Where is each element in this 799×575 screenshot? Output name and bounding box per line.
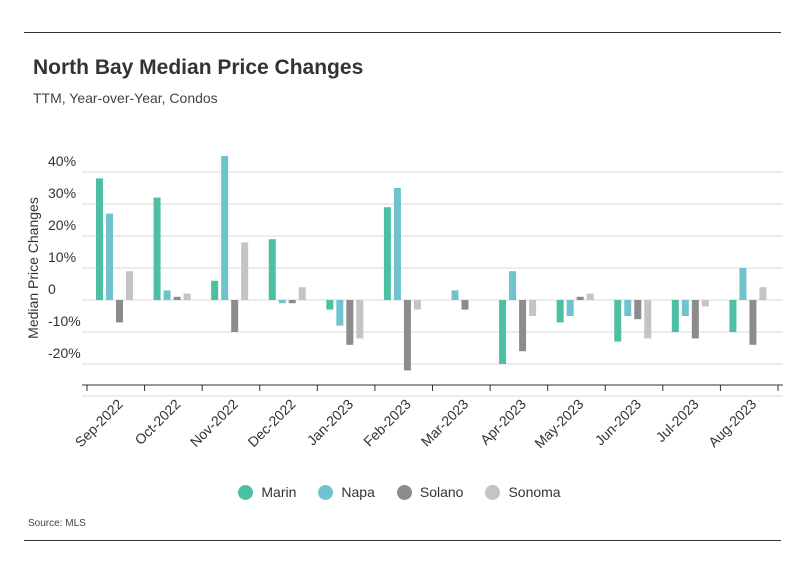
y-axis-label: Median Price Changes	[25, 197, 41, 339]
bar	[231, 300, 239, 332]
bar	[451, 290, 459, 300]
x-tick-label: Dec-2022	[244, 396, 298, 450]
chart-subtitle: TTM, Year-over-Year, Condos	[33, 90, 218, 106]
legend-item: Marin	[238, 484, 296, 500]
x-tick-label: Aug-2023	[705, 396, 759, 450]
bar	[278, 300, 286, 304]
bar	[759, 287, 767, 300]
bar	[461, 300, 469, 310]
bar	[749, 300, 757, 345]
bar	[566, 300, 574, 316]
x-tick-label: May-2023	[531, 396, 586, 451]
bottom-rule	[24, 540, 781, 541]
bar	[96, 178, 103, 300]
x-tick-label: Mar-2023	[418, 396, 472, 450]
bar	[116, 300, 123, 323]
y-tick-label: 0	[48, 281, 56, 297]
top-rule	[24, 32, 781, 33]
bar	[183, 293, 191, 300]
y-tick-label: -20%	[48, 345, 81, 361]
source-note: Source: MLS	[28, 518, 86, 529]
bar	[509, 271, 517, 300]
bar	[499, 300, 507, 364]
y-tick-label: 10%	[48, 249, 76, 265]
x-tick-label: Jun-2023	[592, 396, 645, 449]
x-tick-label: Oct-2022	[131, 396, 183, 448]
y-tick-label: 40%	[48, 153, 76, 169]
legend-label: Marin	[261, 484, 297, 500]
bar	[298, 287, 306, 300]
y-tick-label: 20%	[48, 217, 76, 233]
legend-label: Sonoma	[508, 484, 561, 500]
bar	[701, 300, 709, 307]
bar	[356, 300, 364, 339]
bar	[288, 300, 296, 304]
x-tick-label: Jul-2023	[652, 396, 701, 445]
bar	[211, 280, 219, 300]
bar	[326, 300, 334, 310]
bar	[383, 207, 391, 300]
legend-item: Napa	[318, 484, 375, 500]
legend-swatch	[238, 484, 254, 500]
bars	[96, 156, 767, 371]
chart-title: North Bay Median Price Changes	[33, 56, 364, 79]
bar	[153, 197, 161, 300]
legend-item: Sonoma	[485, 484, 561, 500]
x-tick-label: Jan-2023	[304, 396, 357, 449]
x-tick-label: Sep-2022	[72, 396, 126, 450]
bar	[106, 213, 113, 300]
bar	[634, 300, 642, 320]
bar	[729, 300, 737, 332]
legend-item: Solano	[396, 484, 464, 500]
legend-label: Napa	[341, 484, 375, 500]
bar	[413, 300, 421, 310]
bar	[268, 239, 276, 300]
bar	[346, 300, 354, 345]
bar	[336, 300, 344, 326]
bar	[173, 296, 181, 300]
legend-label: Solano	[419, 484, 464, 500]
bar	[586, 293, 594, 300]
bar	[221, 156, 229, 300]
y-tick-labels: 40% 30% 20% 10% 0 -10% -20%	[48, 153, 81, 361]
bar	[671, 300, 679, 332]
y-tick-label: 30%	[48, 185, 76, 201]
bar	[241, 242, 249, 300]
x-tick-label: Nov-2022	[187, 396, 241, 450]
bar	[393, 188, 401, 300]
bar	[644, 300, 652, 339]
bar	[624, 300, 632, 316]
legend-swatch	[396, 484, 412, 500]
x-axis: Sep-2022 Oct-2022 Nov-2022 Dec-2022 Jan-2023…	[72, 384, 783, 451]
bar	[739, 268, 747, 300]
grid-lines	[82, 171, 783, 397]
bar	[576, 296, 584, 300]
legend: Marin Napa Solano Sonoma	[0, 484, 799, 500]
bar	[403, 300, 411, 371]
bar	[614, 300, 622, 342]
bar	[163, 290, 171, 300]
bar	[519, 300, 527, 352]
bar	[556, 300, 564, 323]
x-tick-label: Feb-2023	[360, 396, 414, 450]
bar	[126, 271, 133, 300]
x-tick-label: Apr-2023	[477, 396, 529, 448]
y-tick-label: -10%	[48, 313, 81, 329]
bar	[691, 300, 699, 339]
bar	[529, 300, 537, 316]
legend-swatch	[318, 484, 334, 500]
bar	[681, 300, 689, 316]
legend-swatch	[485, 484, 501, 500]
